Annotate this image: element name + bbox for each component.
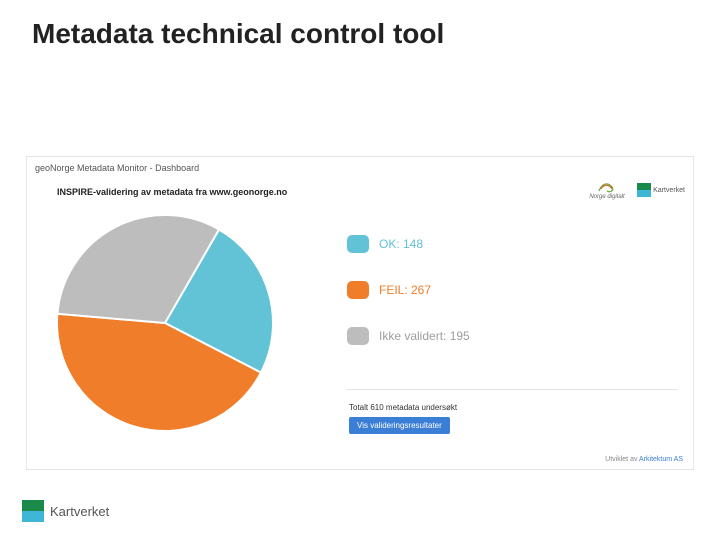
footer-logo: Kartverket <box>22 500 109 522</box>
legend-item-ikke[interactable]: Ikke validert: 195 <box>347 327 470 345</box>
credit-line: Utviklet av Arkitektum AS <box>605 456 683 463</box>
footer-brand: Kartverket <box>50 504 109 519</box>
legend-swatch-ikke <box>347 327 369 345</box>
legend: OK: 148 FEIL: 267 Ikke validert: 195 <box>347 235 470 345</box>
kartverket-label-small: Kartverket <box>653 187 685 194</box>
slide: Metadata technical control tool geoNorge… <box>0 0 720 540</box>
legend-item-ok[interactable]: OK: 148 <box>347 235 470 253</box>
norge-digitalt-logo: Norge digitalt <box>583 177 631 203</box>
legend-swatch-ok <box>347 235 369 253</box>
legend-separator <box>347 389 677 390</box>
swirl-icon <box>598 180 616 194</box>
legend-label-ikke: Ikke validert: 195 <box>379 329 470 343</box>
app-title: geoNorge Metadata Monitor - Dashboard <box>35 163 199 173</box>
legend-label-feil: FEIL: 267 <box>379 283 431 297</box>
dashboard-subtitle: INSPIRE-validering av metadata fra www.g… <box>57 187 287 197</box>
credit-link[interactable]: Arkitektum AS <box>639 456 683 463</box>
norge-digitalt-label: Norge digitalt <box>589 194 624 200</box>
header-logos: Norge digitalt Kartverket <box>583 177 685 203</box>
kartverket-logo-small: Kartverket <box>637 177 685 203</box>
kartverket-mark-icon <box>22 500 44 522</box>
show-results-button[interactable]: Vis valideringsresultater <box>349 417 450 434</box>
pie-chart <box>55 213 275 433</box>
total-text: Totalt 610 metadata undersøkt <box>349 403 457 412</box>
dashboard-panel: geoNorge Metadata Monitor - Dashboard IN… <box>26 156 694 470</box>
credit-prefix: Utviklet av <box>605 456 639 463</box>
legend-label-ok: OK: 148 <box>379 237 423 251</box>
legend-swatch-feil <box>347 281 369 299</box>
kartverket-mark-icon <box>637 183 650 197</box>
legend-item-feil[interactable]: FEIL: 267 <box>347 281 470 299</box>
page-title: Metadata technical control tool <box>32 18 444 50</box>
